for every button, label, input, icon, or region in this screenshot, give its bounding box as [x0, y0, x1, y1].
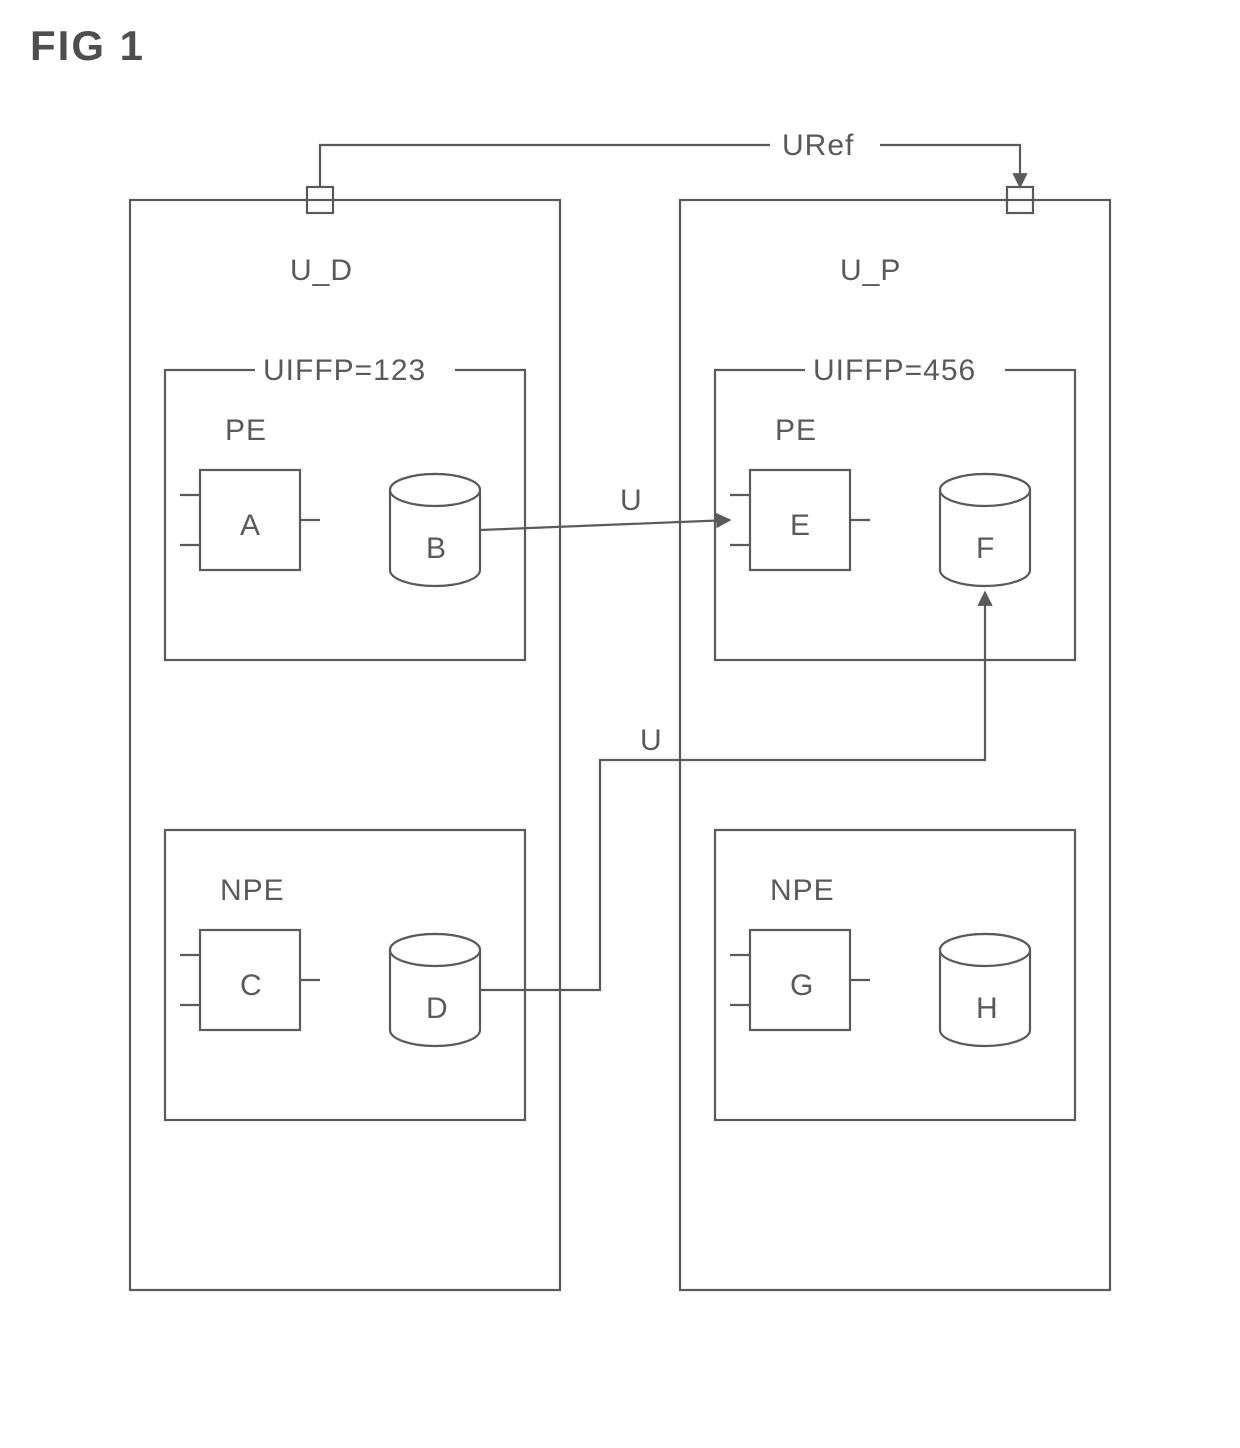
uref-link [320, 145, 1020, 187]
unit-right-label: U_P [840, 254, 901, 287]
link-u1 [480, 520, 730, 530]
db-h-label: H [976, 992, 999, 1025]
db-f: F [940, 474, 1030, 586]
right-uiffp-label: UIFFP=456 [813, 354, 976, 387]
right-npe-label: NPE [770, 874, 835, 907]
db-b-label: B [426, 532, 447, 565]
db-h: H [940, 934, 1030, 1046]
block-c-label: C [240, 969, 263, 1002]
block-e-label: E [790, 509, 811, 542]
db-d: D [390, 934, 480, 1046]
block-a: A [180, 470, 320, 570]
left-uiffp-label: UIFFP=123 [263, 354, 426, 387]
unit-left-label: U_D [290, 254, 353, 287]
left-npe-label: NPE [220, 874, 285, 907]
right-pe-label: PE [775, 414, 817, 447]
link-u1-label: U [620, 484, 643, 517]
block-g-label: G [790, 969, 814, 1002]
figure-title: FIG 1 [30, 22, 145, 69]
db-f-label: F [976, 532, 995, 565]
link-u2 [480, 592, 985, 990]
link-u2-label: U [640, 724, 663, 757]
figure-diagram: FIG 1 U_D U_P URef UIFFP=123 PE A B NPE … [0, 0, 1240, 1448]
left-pe-label: PE [225, 414, 267, 447]
block-g: G [730, 930, 870, 1030]
block-a-label: A [240, 509, 261, 542]
block-e: E [730, 470, 870, 570]
db-d-label: D [426, 992, 449, 1025]
block-c: C [180, 930, 320, 1030]
uref-label: URef [782, 129, 854, 162]
db-b: B [390, 474, 480, 586]
